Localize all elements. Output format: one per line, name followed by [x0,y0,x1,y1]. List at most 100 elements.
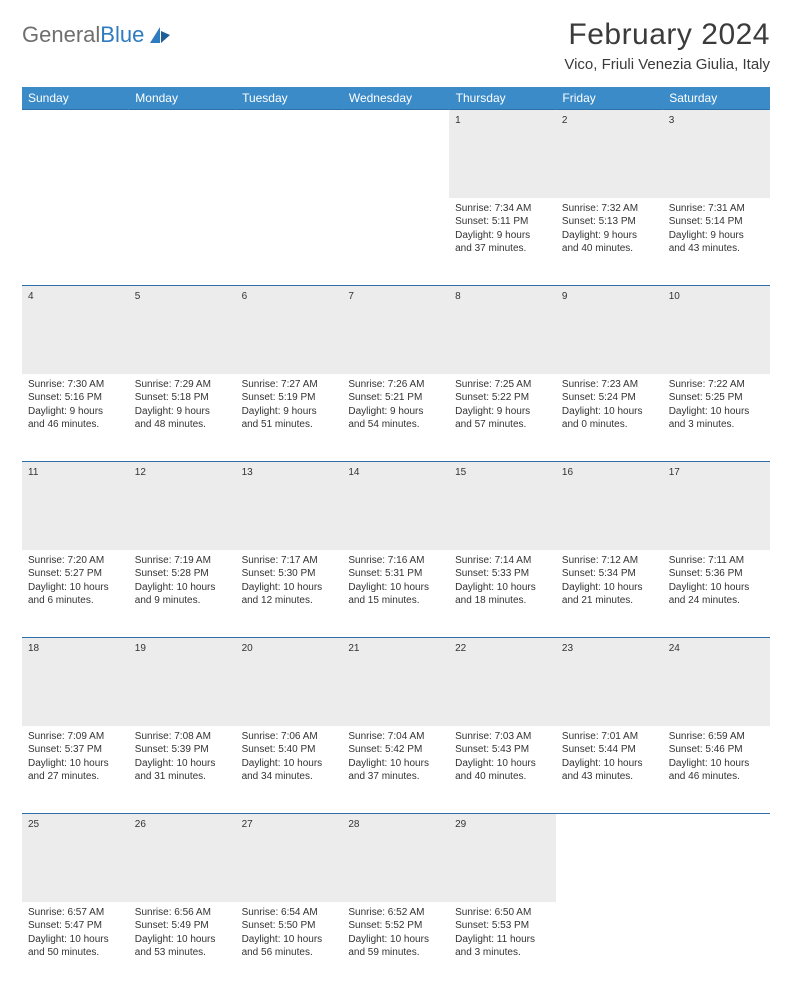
sunrise-text: Sunrise: 7:19 AM [135,554,230,568]
sunrise-text: Sunrise: 7:06 AM [242,730,337,744]
dl1-text: Daylight: 11 hours [455,933,550,947]
day-number: 8 [449,286,556,374]
weekday-header-row: Sunday Monday Tuesday Wednesday Thursday… [22,87,770,110]
day-number: 26 [129,814,236,902]
day-cell: Sunrise: 7:06 AMSunset: 5:40 PMDaylight:… [236,726,343,814]
brand-name: GeneralBlue [22,24,144,46]
dl2-text: and 0 minutes. [562,418,657,432]
day-cell: Sunrise: 7:11 AMSunset: 5:36 PMDaylight:… [663,550,770,638]
dl2-text: and 46 minutes. [669,770,764,784]
calendar-table: Sunday Monday Tuesday Wednesday Thursday… [22,87,770,990]
sunrise-text: Sunrise: 7:32 AM [562,202,657,216]
day-cell: Sunrise: 7:17 AMSunset: 5:30 PMDaylight:… [236,550,343,638]
sunset-text: Sunset: 5:16 PM [28,391,123,405]
dl2-text: and 54 minutes. [348,418,443,432]
page-header: GeneralBlue February 2024 Vico, Friuli V… [22,18,770,73]
day-cell: Sunrise: 7:31 AMSunset: 5:14 PMDaylight:… [663,198,770,286]
day-number: 21 [342,638,449,726]
sunset-text: Sunset: 5:19 PM [242,391,337,405]
day-cell: Sunrise: 7:03 AMSunset: 5:43 PMDaylight:… [449,726,556,814]
sunset-text: Sunset: 5:24 PM [562,391,657,405]
daynum-row: 123 [22,110,770,198]
dl2-text: and 43 minutes. [562,770,657,784]
day-number: 5 [129,286,236,374]
dl1-text: Daylight: 10 hours [28,757,123,771]
day-number [556,814,663,902]
day-number: 28 [342,814,449,902]
sunrise-text: Sunrise: 7:16 AM [348,554,443,568]
sunset-text: Sunset: 5:22 PM [455,391,550,405]
day-number: 24 [663,638,770,726]
sunset-text: Sunset: 5:11 PM [455,215,550,229]
dl2-text: and 40 minutes. [562,242,657,256]
day-cell: Sunrise: 6:54 AMSunset: 5:50 PMDaylight:… [236,902,343,990]
dl1-text: Daylight: 10 hours [562,405,657,419]
day-cell: Sunrise: 7:08 AMSunset: 5:39 PMDaylight:… [129,726,236,814]
sunset-text: Sunset: 5:25 PM [669,391,764,405]
dl2-text: and 43 minutes. [669,242,764,256]
sunrise-text: Sunrise: 7:22 AM [669,378,764,392]
day-number: 4 [22,286,129,374]
sunset-text: Sunset: 5:47 PM [28,919,123,933]
sail-icon [148,25,172,45]
sunrise-text: Sunrise: 6:57 AM [28,906,123,920]
dl2-text: and 27 minutes. [28,770,123,784]
sunset-text: Sunset: 5:27 PM [28,567,123,581]
day-cell: Sunrise: 7:23 AMSunset: 5:24 PMDaylight:… [556,374,663,462]
dl2-text: and 59 minutes. [348,946,443,960]
day-cell: Sunrise: 7:09 AMSunset: 5:37 PMDaylight:… [22,726,129,814]
dl1-text: Daylight: 9 hours [135,405,230,419]
day-number [129,110,236,198]
sunset-text: Sunset: 5:43 PM [455,743,550,757]
dl2-text: and 6 minutes. [28,594,123,608]
dl1-text: Daylight: 10 hours [242,933,337,947]
sunset-text: Sunset: 5:53 PM [455,919,550,933]
dl2-text: and 21 minutes. [562,594,657,608]
day-number: 25 [22,814,129,902]
sunrise-text: Sunrise: 6:52 AM [348,906,443,920]
location-subtitle: Vico, Friuli Venezia Giulia, Italy [564,56,770,73]
sunset-text: Sunset: 5:44 PM [562,743,657,757]
sunset-text: Sunset: 5:21 PM [348,391,443,405]
weekday-header: Sunday [22,87,129,110]
day-cell: Sunrise: 7:12 AMSunset: 5:34 PMDaylight:… [556,550,663,638]
sunset-text: Sunset: 5:18 PM [135,391,230,405]
daynum-row: 11121314151617 [22,462,770,550]
week-row: Sunrise: 7:09 AMSunset: 5:37 PMDaylight:… [22,726,770,814]
day-number: 3 [663,110,770,198]
sunrise-text: Sunrise: 7:34 AM [455,202,550,216]
dl2-text: and 31 minutes. [135,770,230,784]
day-cell: Sunrise: 7:01 AMSunset: 5:44 PMDaylight:… [556,726,663,814]
sunset-text: Sunset: 5:28 PM [135,567,230,581]
day-number: 22 [449,638,556,726]
sunrise-text: Sunrise: 6:59 AM [669,730,764,744]
sunrise-text: Sunrise: 7:17 AM [242,554,337,568]
sunset-text: Sunset: 5:31 PM [348,567,443,581]
sunset-text: Sunset: 5:40 PM [242,743,337,757]
dl2-text: and 50 minutes. [28,946,123,960]
day-cell: Sunrise: 7:16 AMSunset: 5:31 PMDaylight:… [342,550,449,638]
sunset-text: Sunset: 5:49 PM [135,919,230,933]
day-number: 27 [236,814,343,902]
day-number: 10 [663,286,770,374]
day-cell: Sunrise: 6:57 AMSunset: 5:47 PMDaylight:… [22,902,129,990]
dl1-text: Daylight: 10 hours [348,581,443,595]
sunrise-text: Sunrise: 7:14 AM [455,554,550,568]
sunset-text: Sunset: 5:13 PM [562,215,657,229]
dl2-text: and 46 minutes. [28,418,123,432]
day-cell [236,198,343,286]
dl1-text: Daylight: 9 hours [562,229,657,243]
sunrise-text: Sunrise: 7:08 AM [135,730,230,744]
day-cell [342,198,449,286]
daynum-row: 45678910 [22,286,770,374]
daynum-row: 2526272829 [22,814,770,902]
dl2-text: and 48 minutes. [135,418,230,432]
dl1-text: Daylight: 10 hours [28,581,123,595]
day-number: 9 [556,286,663,374]
sunset-text: Sunset: 5:36 PM [669,567,764,581]
day-cell: Sunrise: 7:19 AMSunset: 5:28 PMDaylight:… [129,550,236,638]
dl2-text: and 3 minutes. [669,418,764,432]
dl1-text: Daylight: 10 hours [669,405,764,419]
day-number: 13 [236,462,343,550]
day-number: 6 [236,286,343,374]
